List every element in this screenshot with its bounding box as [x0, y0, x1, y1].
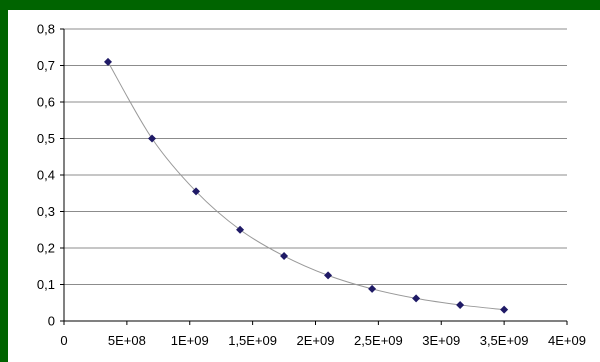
data-point: [192, 187, 201, 196]
y-tick-label: 0,1: [37, 277, 55, 292]
x-tick-label: 0: [60, 333, 67, 348]
x-tick-label: 3E+09: [422, 333, 460, 348]
data-point: [368, 284, 377, 293]
chart-panel: 0 0,1 0,2 0,3 0,4 0,5 0,6 0,7 0,8 0 5E+08 1E+09 1,5…: [8, 10, 600, 362]
gridlines: [64, 28, 567, 285]
data-point: [280, 252, 289, 261]
data-point: [148, 134, 157, 143]
data-point: [412, 294, 421, 303]
x-tick-label: 1,5E+09: [228, 333, 277, 348]
data-point: [104, 57, 113, 66]
y-tick-label: 0: [48, 314, 55, 329]
y-tick-label: 0,6: [37, 95, 55, 110]
data-point: [324, 271, 333, 280]
y-axis-tick-labels: 0 0,1 0,2 0,3 0,4 0,5 0,6 0,7 0,8: [37, 22, 55, 329]
y-tick-label: 0,2: [37, 241, 55, 256]
y-tick-label: 0,8: [37, 22, 55, 37]
axes: [60, 28, 568, 325]
data-point: [500, 305, 509, 314]
trendline: [107, 61, 505, 311]
y-tick-label: 0,4: [37, 168, 55, 183]
y-tick-label: 0,3: [37, 204, 55, 219]
x-tick-label: 2,5E+09: [354, 333, 403, 348]
x-tick-label: 2E+09: [297, 333, 335, 348]
x-tick-label: 4E+09: [548, 333, 586, 348]
data-point: [456, 300, 465, 309]
x-axis-tick-labels: 0 5E+08 1E+09 1,5E+09 2E+09 2,5E+09 3E+09 3,5E+…: [60, 333, 586, 348]
trendline-curve: [107, 61, 505, 311]
x-tick-label: 5E+08: [108, 333, 146, 348]
data-points: [104, 57, 509, 314]
x-tick-label: 1E+09: [171, 333, 209, 348]
y-tick-label: 0,7: [37, 58, 55, 73]
data-point: [236, 225, 245, 234]
x-tick-label: 3,5E+09: [480, 333, 529, 348]
scatter-chart: 0 0,1 0,2 0,3 0,4 0,5 0,6 0,7 0,8 0 5E+08 1E+09 1,5…: [37, 22, 586, 349]
y-tick-label: 0,5: [37, 131, 55, 146]
